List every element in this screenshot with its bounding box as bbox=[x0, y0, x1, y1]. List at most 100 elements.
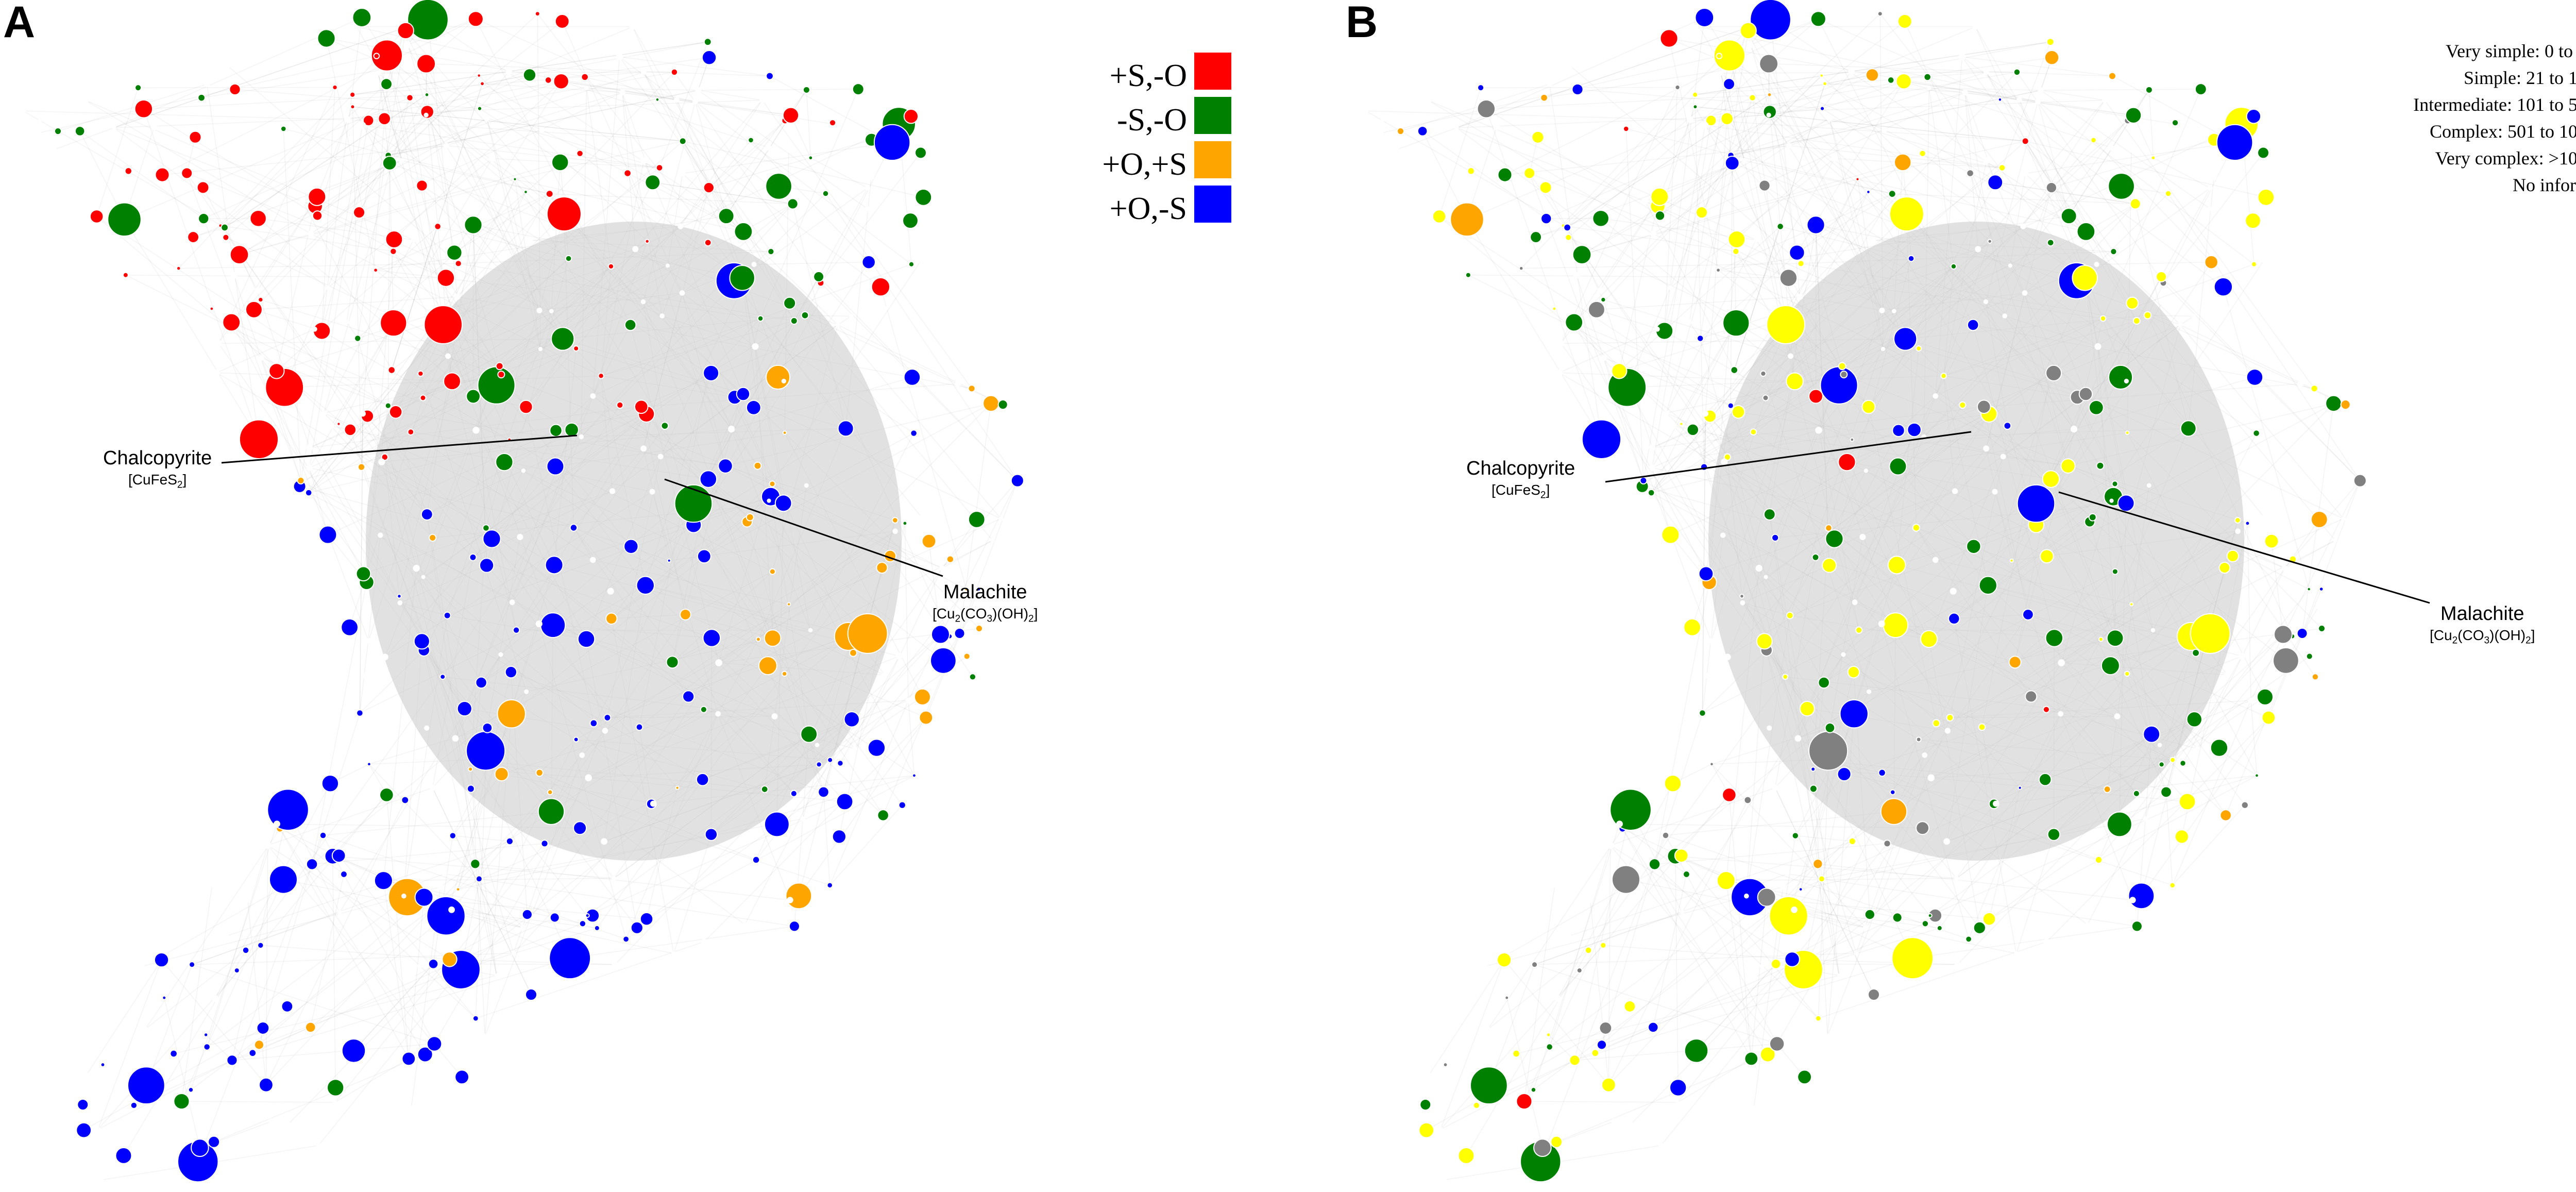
mineral-node bbox=[426, 1036, 443, 1052]
mineral-node bbox=[2207, 185, 2213, 191]
edge bbox=[515, 141, 683, 180]
formula-part: ] bbox=[1033, 606, 1038, 622]
mineral-node bbox=[208, 1135, 221, 1148]
mineral-node bbox=[54, 127, 62, 136]
mineral-node bbox=[884, 549, 896, 563]
mineral-node bbox=[1954, 876, 1959, 881]
mineral-node bbox=[248, 1049, 257, 1057]
mineral-node bbox=[365, 637, 372, 644]
mineral-node bbox=[1824, 723, 1836, 733]
mineral-node bbox=[2008, 263, 2012, 268]
mineral-node bbox=[1892, 424, 1905, 438]
mineral-node bbox=[2022, 609, 2034, 620]
edge bbox=[181, 885, 213, 1102]
mineral-node bbox=[253, 1039, 265, 1050]
edge bbox=[1516, 975, 1840, 1054]
mineral-node bbox=[867, 738, 886, 757]
mineral-node bbox=[1973, 921, 1986, 934]
mineral-node bbox=[1883, 612, 1909, 639]
mineral-node bbox=[2204, 255, 2218, 270]
mineral-node bbox=[1806, 215, 1825, 234]
mineral-node bbox=[1654, 210, 1666, 221]
edge bbox=[401, 160, 550, 194]
mineral-node bbox=[1769, 896, 1808, 936]
mineral-node bbox=[1641, 198, 1649, 205]
mineral-node bbox=[946, 555, 955, 563]
mineral-node bbox=[852, 746, 858, 751]
mineral-node bbox=[1696, 206, 1708, 219]
mineral-node bbox=[1743, 796, 1752, 804]
mineral-node bbox=[349, 91, 356, 98]
mineral-node bbox=[1819, 73, 1824, 78]
mineral-node bbox=[2009, 558, 2014, 563]
edge bbox=[1440, 1060, 1575, 1130]
mineral-node bbox=[477, 106, 483, 111]
mineral-node bbox=[52, 147, 57, 153]
edge bbox=[1380, 55, 1720, 134]
mineral-node bbox=[1818, 875, 1825, 883]
edge bbox=[388, 145, 447, 156]
mineral-node bbox=[375, 70, 381, 76]
edge bbox=[265, 845, 268, 1085]
mineral-node bbox=[990, 538, 995, 543]
mineral-node bbox=[1987, 239, 1992, 244]
edge bbox=[1654, 843, 1888, 865]
mineral-node bbox=[336, 422, 341, 426]
edge bbox=[1603, 945, 1792, 960]
mineral-node bbox=[734, 222, 753, 241]
mineral-node bbox=[2219, 809, 2232, 821]
edge bbox=[1803, 928, 1940, 970]
mineral-node bbox=[2248, 697, 2254, 703]
mineral-node bbox=[1921, 434, 1927, 440]
mineral-node bbox=[454, 293, 461, 300]
mineral-node bbox=[902, 521, 908, 526]
mineral-node bbox=[229, 245, 249, 264]
mineral-node bbox=[1877, 11, 1883, 17]
mineral-node bbox=[466, 784, 475, 793]
formula-subscript: 2 bbox=[1028, 613, 1034, 625]
mineral-node bbox=[640, 69, 647, 75]
mineral-node bbox=[308, 187, 327, 206]
mineral-node bbox=[1662, 831, 1670, 840]
mineral-node bbox=[259, 1077, 274, 1093]
mineral-node bbox=[1571, 83, 1584, 96]
edge bbox=[1601, 897, 1767, 1045]
mineral-node bbox=[1912, 524, 1921, 532]
edge bbox=[383, 880, 409, 1059]
mineral-node bbox=[551, 153, 569, 172]
mineral-node bbox=[871, 277, 891, 297]
mineral-node bbox=[1680, 910, 1685, 915]
mineral-node bbox=[1826, 115, 1833, 122]
mineral-node bbox=[2106, 811, 2132, 837]
edge bbox=[2182, 656, 2242, 764]
edge bbox=[1857, 179, 2087, 232]
mineral-node bbox=[969, 673, 977, 681]
edge bbox=[1665, 835, 1969, 939]
mineral-node bbox=[1741, 158, 1747, 163]
mineral-node bbox=[537, 798, 565, 825]
mineral-node bbox=[645, 239, 650, 244]
mineral-node bbox=[1572, 245, 1592, 264]
mineral-node bbox=[1808, 731, 1849, 771]
mineral-node bbox=[640, 299, 646, 305]
formula-subscript: 3 bbox=[987, 613, 993, 625]
mineral-node bbox=[865, 206, 870, 211]
mineral-node bbox=[1569, 1054, 1581, 1066]
mineral-node bbox=[1727, 230, 1746, 248]
mineral-node bbox=[352, 454, 358, 460]
edge bbox=[353, 963, 434, 1051]
mineral-node bbox=[1552, 883, 1557, 888]
mineral-node bbox=[416, 54, 436, 74]
mineral-node bbox=[2264, 533, 2279, 549]
mineral-node bbox=[2143, 725, 2161, 743]
edge bbox=[114, 19, 428, 128]
edge bbox=[332, 794, 387, 857]
edge bbox=[1975, 26, 2086, 278]
mineral-node bbox=[2131, 920, 2143, 932]
edge bbox=[283, 128, 301, 481]
mineral-node bbox=[1811, 553, 1820, 561]
mineral-node bbox=[2143, 311, 2152, 320]
mineral-node bbox=[2129, 198, 2141, 210]
mineral-node bbox=[1854, 951, 1859, 955]
edge bbox=[1622, 828, 1768, 1055]
